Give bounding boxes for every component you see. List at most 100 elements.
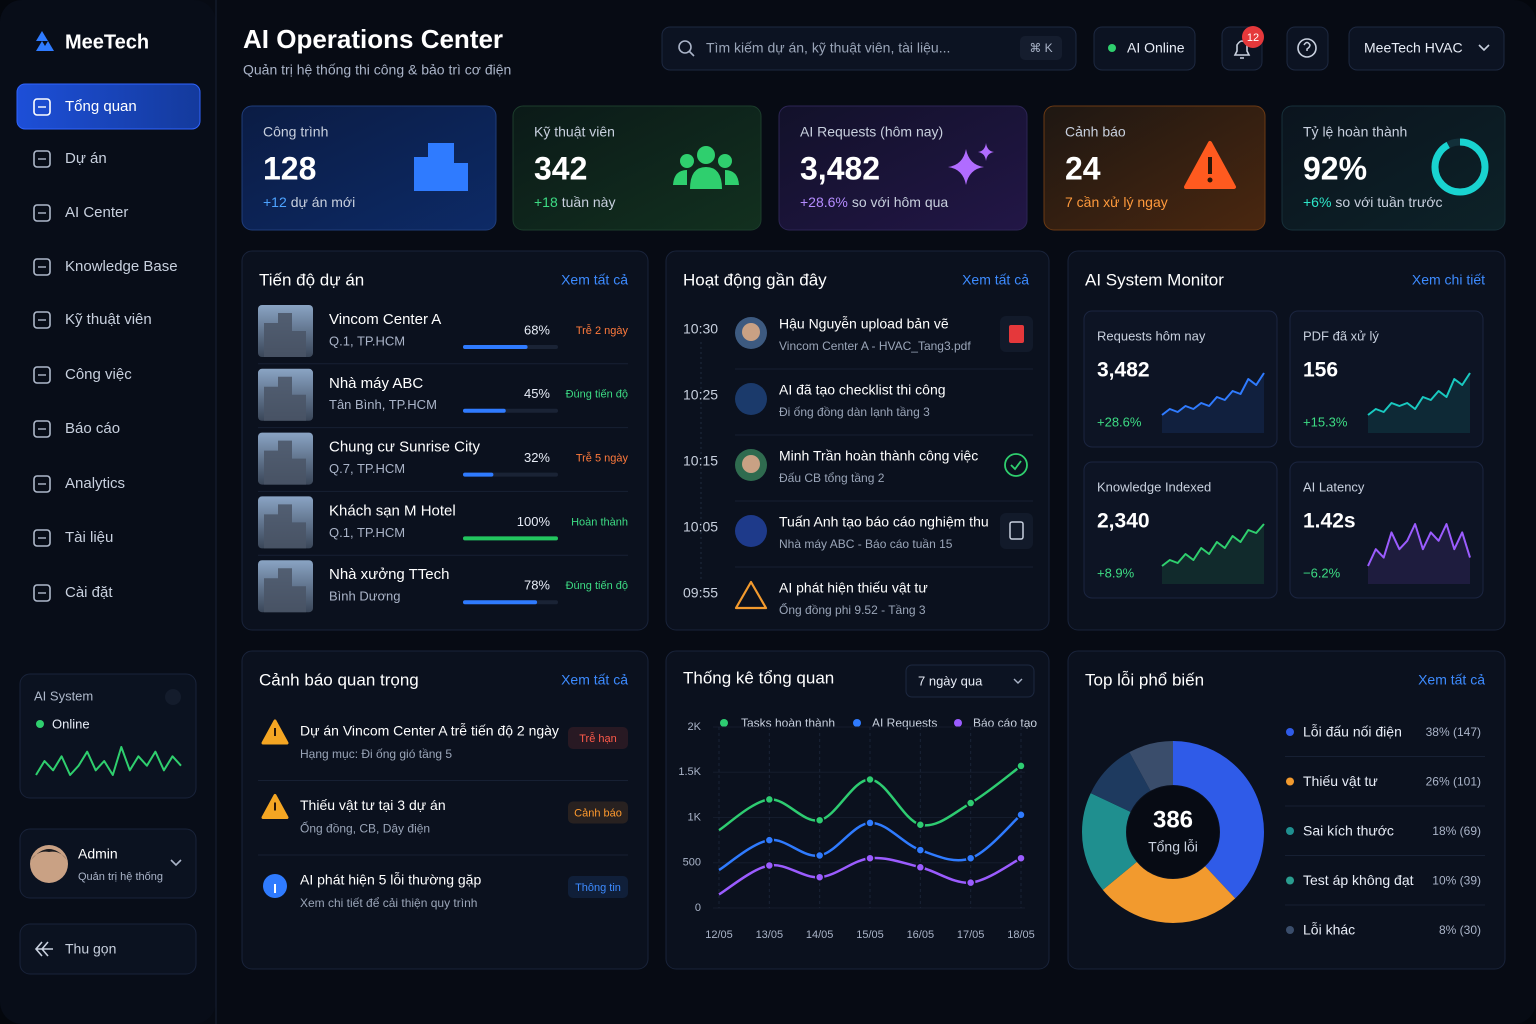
help-mark: [1303, 41, 1311, 51]
nav-item[interactable]: AI Center: [33, 204, 128, 222]
nav-item[interactable]: Tài liệu: [33, 529, 113, 547]
nav-item[interactable]: Dự án: [33, 150, 107, 168]
activity-title: AI đã tạo checklist thi công: [779, 382, 946, 398]
thumb-building: [264, 440, 306, 485]
filter-select[interactable]: [905, 664, 1035, 698]
search-icon-handle: [688, 50, 695, 57]
x-tick-label: 12/05: [705, 929, 733, 941]
nav-label[interactable]: Knowledge Base: [65, 258, 178, 275]
chevron: [1478, 44, 1490, 52]
collapse-label[interactable]: Thu gọn: [65, 941, 116, 957]
nav-label[interactable]: AI Center: [65, 204, 128, 221]
kpi-note: tuần này: [562, 194, 616, 210]
warning-mark: [1208, 157, 1212, 174]
legend-label: Lỗi đấu nối điện: [1303, 724, 1402, 740]
point: [965, 798, 976, 808]
nav-item[interactable]: Công việc: [33, 366, 132, 384]
bell-icon: [1233, 40, 1251, 59]
page-subtitle: Quản trị hệ thống thi công & bảo trì cơ …: [243, 62, 511, 78]
point: [814, 815, 825, 825]
kpi-delta-line: 7 cần xử lý ngay: [1065, 194, 1168, 210]
point: [814, 850, 825, 861]
file-btn[interactable]: [1000, 513, 1033, 549]
nav-item[interactable]: Kỹ thuật viên: [33, 311, 152, 329]
kpi-label: Tỷ lệ hoàn thành: [1303, 124, 1407, 140]
monitor-delta: +28.6%: [1097, 414, 1142, 429]
nav-item[interactable]: Analytics: [33, 475, 125, 493]
kpi-label: Kỹ thuật viên: [534, 124, 615, 140]
nav-label[interactable]: Cài đặt: [65, 584, 113, 601]
nav-label[interactable]: Kỹ thuật viên: [65, 311, 152, 328]
donut-hole: [1127, 786, 1219, 878]
nav-item[interactable]: Báo cáo: [33, 420, 120, 438]
nav-label[interactable]: Tài liệu: [65, 529, 113, 546]
nav-item[interactable]: Knowledge Base: [33, 258, 178, 276]
nav-item[interactable]: Cài đặt: [33, 584, 113, 602]
point: [764, 860, 775, 871]
alert-tag-bg: [568, 876, 628, 898]
project-location: Q.7, TP.HCM: [329, 461, 405, 476]
kpi-card: [241, 105, 497, 231]
kpi-label: Cảnh báo: [1065, 124, 1126, 140]
search-box[interactable]: [661, 26, 1077, 71]
project-status: Đúng tiến độ: [566, 580, 628, 592]
alert-tag: Trễ hạn: [579, 732, 617, 745]
monitor-label: Requests hôm nay: [1097, 328, 1206, 343]
ai-system-title: AI System: [34, 688, 93, 703]
kpi-value: 3,482: [800, 150, 880, 186]
account: MeeTech HVAC: [1364, 40, 1463, 56]
activity-title: Tuấn Anh tạo báo cáo nghiệm thu: [779, 514, 989, 530]
panel-link[interactable]: Xem tất cả: [1418, 672, 1485, 688]
collapse-btn[interactable]: [19, 923, 197, 975]
shortcut: ⌘ K: [1029, 41, 1052, 55]
project-status: Hoàn thành: [571, 516, 628, 528]
legend-dot: [954, 719, 962, 727]
alert-detail: Xem chi tiết để cải thiện quy trình: [300, 896, 477, 910]
panel-link[interactable]: Xem chi tiết: [1412, 272, 1485, 288]
kpi-value: 24: [1065, 150, 1101, 186]
thumb-building: [264, 504, 306, 549]
project-status: Trễ 5 ngày: [576, 452, 629, 465]
legend-value: 10% (39): [1432, 874, 1481, 888]
account-btn[interactable]: [1348, 26, 1505, 71]
monitor-card: [1289, 461, 1484, 599]
ai-status-btn[interactable]: [1093, 26, 1196, 71]
legend-label: Thiếu vật tư: [1303, 773, 1378, 789]
panel-link[interactable]: Xem tất cả: [962, 272, 1029, 288]
kpi-delta: +12: [263, 194, 287, 210]
nav-label[interactable]: Dự án: [65, 150, 107, 167]
nav-label[interactable]: Báo cáo: [65, 420, 120, 437]
activity-time: 10:30: [683, 321, 718, 337]
alert-tag-bg: [568, 801, 628, 824]
nav-label[interactable]: Analytics: [65, 475, 125, 492]
nav-label[interactable]: Tổng quan: [65, 98, 137, 115]
nav-label[interactable]: Công việc: [65, 366, 132, 383]
search-placeholder: Tìm kiếm dự án, kỹ thuật viên, tài liệu.…: [706, 40, 950, 56]
user-name: Admin: [78, 846, 118, 862]
ai-system-status: Online: [52, 716, 90, 731]
panel: [665, 650, 1050, 970]
progress-bar: [463, 472, 494, 477]
kpi-delta: +28.6%: [800, 194, 848, 210]
monitor-value: 2,340: [1097, 510, 1150, 533]
monitor-label: PDF đã xử lý: [1303, 328, 1379, 343]
check: [1010, 460, 1022, 471]
panel-title: Tiến độ dự án: [259, 270, 364, 289]
warning-dot: [1207, 177, 1213, 183]
panel-title: Top lỗi phổ biến: [1085, 670, 1204, 689]
point: [1016, 853, 1026, 863]
kpi-card: [1281, 105, 1506, 231]
monitor-value: 3,482: [1097, 359, 1150, 382]
completion-ring: [1431, 138, 1489, 196]
monitor-value: 156: [1303, 359, 1338, 382]
sparkline: [1367, 372, 1471, 416]
panel-link[interactable]: Xem tất cả: [561, 672, 628, 688]
close-btn[interactable]: [165, 689, 181, 705]
nav-item[interactable]: Tổng quan: [33, 98, 137, 116]
panel-link[interactable]: Xem tất cả: [561, 272, 628, 288]
activity-time: 09:55: [683, 585, 718, 601]
user-card[interactable]: [19, 828, 197, 899]
activity-title: Minh Trần hoàn thành công việc: [779, 448, 978, 464]
kpi-value: 342: [534, 150, 587, 186]
